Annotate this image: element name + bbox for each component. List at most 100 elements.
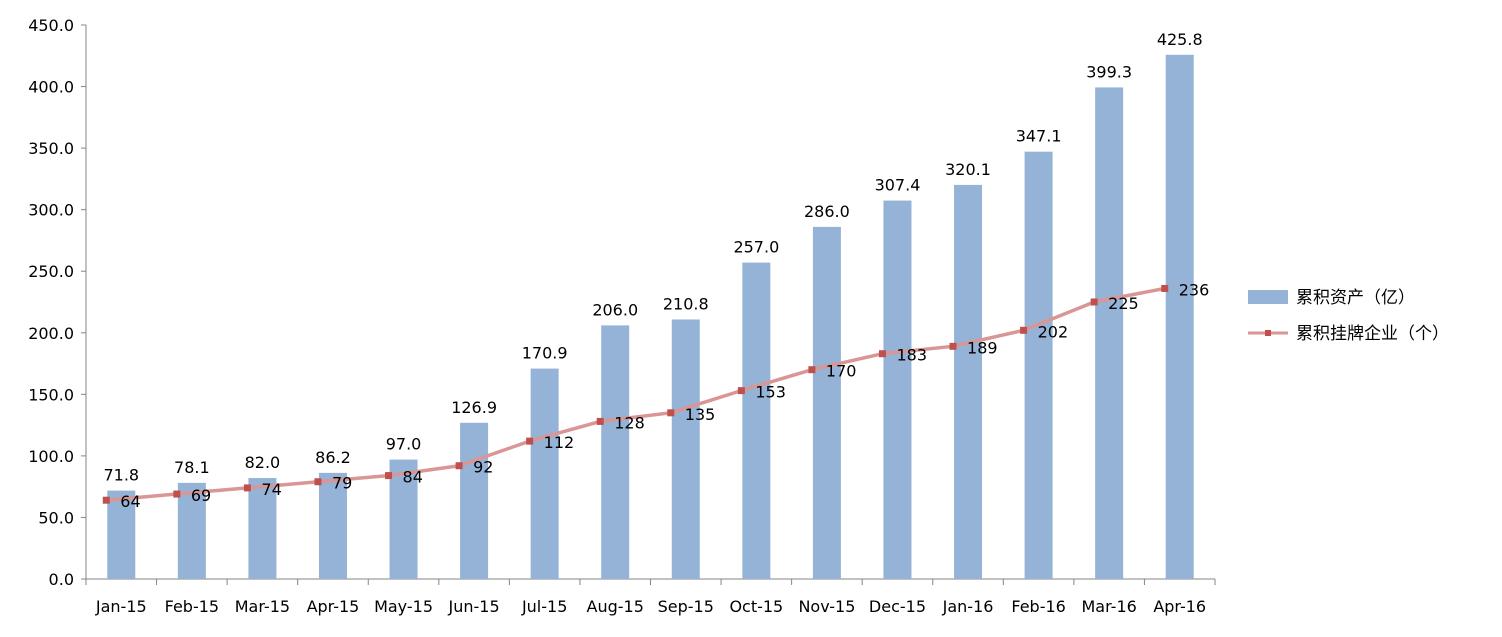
line-point xyxy=(1161,284,1169,292)
line-data-label: 112 xyxy=(544,433,575,452)
bar-data-label: 399.3 xyxy=(1086,62,1132,81)
y-tick-label: 450.0 xyxy=(28,16,74,35)
line-data-label: 69 xyxy=(191,486,211,505)
line-data-label: 189 xyxy=(967,338,998,357)
legend-swatch-marker xyxy=(1265,330,1271,336)
bar xyxy=(318,472,347,579)
bar-data-label: 126.9 xyxy=(451,398,497,417)
data-labels: 71.8 78.1 82.0 86.2 97.0 126.9 170.9 206.0 210.8… xyxy=(103,30,1209,511)
legend-label-line: 累积挂牌企业（个） xyxy=(1296,324,1449,344)
y-tick-label: 400.0 xyxy=(28,78,74,97)
y-tick-label: 0.0 xyxy=(49,570,74,589)
y-tick-label: 150.0 xyxy=(28,385,74,404)
y-tick-label: 250.0 xyxy=(28,262,74,281)
x-tick-label: Sep-15 xyxy=(658,597,714,616)
line-data-label: 92 xyxy=(473,458,493,477)
line-data-label: 202 xyxy=(1038,322,1069,341)
bar-data-label: 206.0 xyxy=(592,300,638,319)
bar-data-label: 71.8 xyxy=(103,466,139,485)
line-point xyxy=(808,366,816,374)
x-tick-label: Apr-15 xyxy=(307,597,360,616)
bar xyxy=(812,226,841,579)
line-point xyxy=(596,417,604,425)
axes: 0.0 50.0 100.0 150.0 200.0 250.0 300.0 350.0 400… xyxy=(28,16,1216,616)
line-point xyxy=(667,409,675,417)
bar-series xyxy=(107,54,1194,580)
bar xyxy=(389,459,418,579)
line-point xyxy=(526,437,534,445)
line-point xyxy=(243,484,251,492)
x-tick-label: Aug-15 xyxy=(587,597,644,616)
bar xyxy=(460,422,489,579)
line-point xyxy=(878,350,886,358)
bar xyxy=(248,478,277,579)
x-tick-label: Nov-15 xyxy=(798,597,855,616)
line-point xyxy=(455,462,463,470)
line-data-label: 225 xyxy=(1108,294,1139,313)
line-point xyxy=(949,342,957,350)
bar-data-label: 82.0 xyxy=(245,453,281,472)
legend-swatch-bar xyxy=(1248,290,1288,304)
line-data-label: 135 xyxy=(685,405,716,424)
bar xyxy=(671,319,700,579)
bar-data-label: 86.2 xyxy=(315,448,351,467)
y-tick-label: 300.0 xyxy=(28,201,74,220)
line-point xyxy=(385,472,393,480)
line-point xyxy=(1020,326,1028,334)
line-data-label: 153 xyxy=(755,383,786,402)
line-data-label: 236 xyxy=(1179,280,1210,299)
line-point xyxy=(737,387,745,395)
x-tick-label: Dec-15 xyxy=(869,597,926,616)
y-tick-label: 200.0 xyxy=(28,324,74,343)
line-data-label: 84 xyxy=(403,468,423,487)
bar-data-label: 78.1 xyxy=(174,458,210,477)
bar xyxy=(1024,151,1053,579)
line-point xyxy=(314,478,322,486)
bar xyxy=(601,325,630,579)
x-tick-label: Feb-16 xyxy=(1011,597,1065,616)
bar xyxy=(1165,54,1194,579)
x-tick-label: May-15 xyxy=(374,597,433,616)
bar xyxy=(954,184,983,579)
bar xyxy=(107,490,136,579)
bar-data-label: 286.0 xyxy=(804,202,850,221)
line-point xyxy=(1090,298,1098,306)
x-tick-label: Oct-15 xyxy=(729,597,783,616)
x-tick-label: Mar-16 xyxy=(1082,597,1137,616)
x-tick-label: Jun-15 xyxy=(448,597,500,616)
bar-data-label: 210.8 xyxy=(663,294,709,313)
line-data-label: 183 xyxy=(896,346,927,365)
bar xyxy=(1095,87,1124,580)
line-data-label: 74 xyxy=(261,480,281,499)
legend: 累积资产（亿） 累积挂牌企业（个） xyxy=(1248,288,1449,344)
bar xyxy=(177,482,206,579)
series-line xyxy=(106,286,1166,502)
y-tick-label: 350.0 xyxy=(28,139,74,158)
x-tick-label: Mar-15 xyxy=(235,597,290,616)
line-data-label: 64 xyxy=(120,492,140,511)
x-tick-label: Feb-15 xyxy=(165,597,219,616)
bar-data-label: 257.0 xyxy=(733,238,779,257)
y-tick-label: 50.0 xyxy=(38,508,74,527)
line-data-label: 170 xyxy=(826,362,857,381)
y-tick-label: 100.0 xyxy=(28,447,74,466)
bar-data-label: 425.8 xyxy=(1157,30,1203,49)
bar xyxy=(883,200,912,579)
line-data-label: 128 xyxy=(614,413,645,432)
line-point xyxy=(102,496,110,504)
bar xyxy=(530,368,559,579)
line-point xyxy=(173,490,181,498)
line-series xyxy=(102,284,1169,504)
bar-data-label: 307.4 xyxy=(875,176,921,195)
bar-data-label: 347.1 xyxy=(1016,127,1062,146)
x-tick-label: Jan-16 xyxy=(942,597,994,616)
line-data-label: 79 xyxy=(332,474,352,493)
bar-data-label: 320.1 xyxy=(945,160,991,179)
bar-data-label: 97.0 xyxy=(386,435,422,454)
x-tick-label: Apr-16 xyxy=(1153,597,1206,616)
bar xyxy=(742,262,771,579)
x-tick-label: Jan-15 xyxy=(95,597,147,616)
bar-data-label: 170.9 xyxy=(522,344,568,363)
